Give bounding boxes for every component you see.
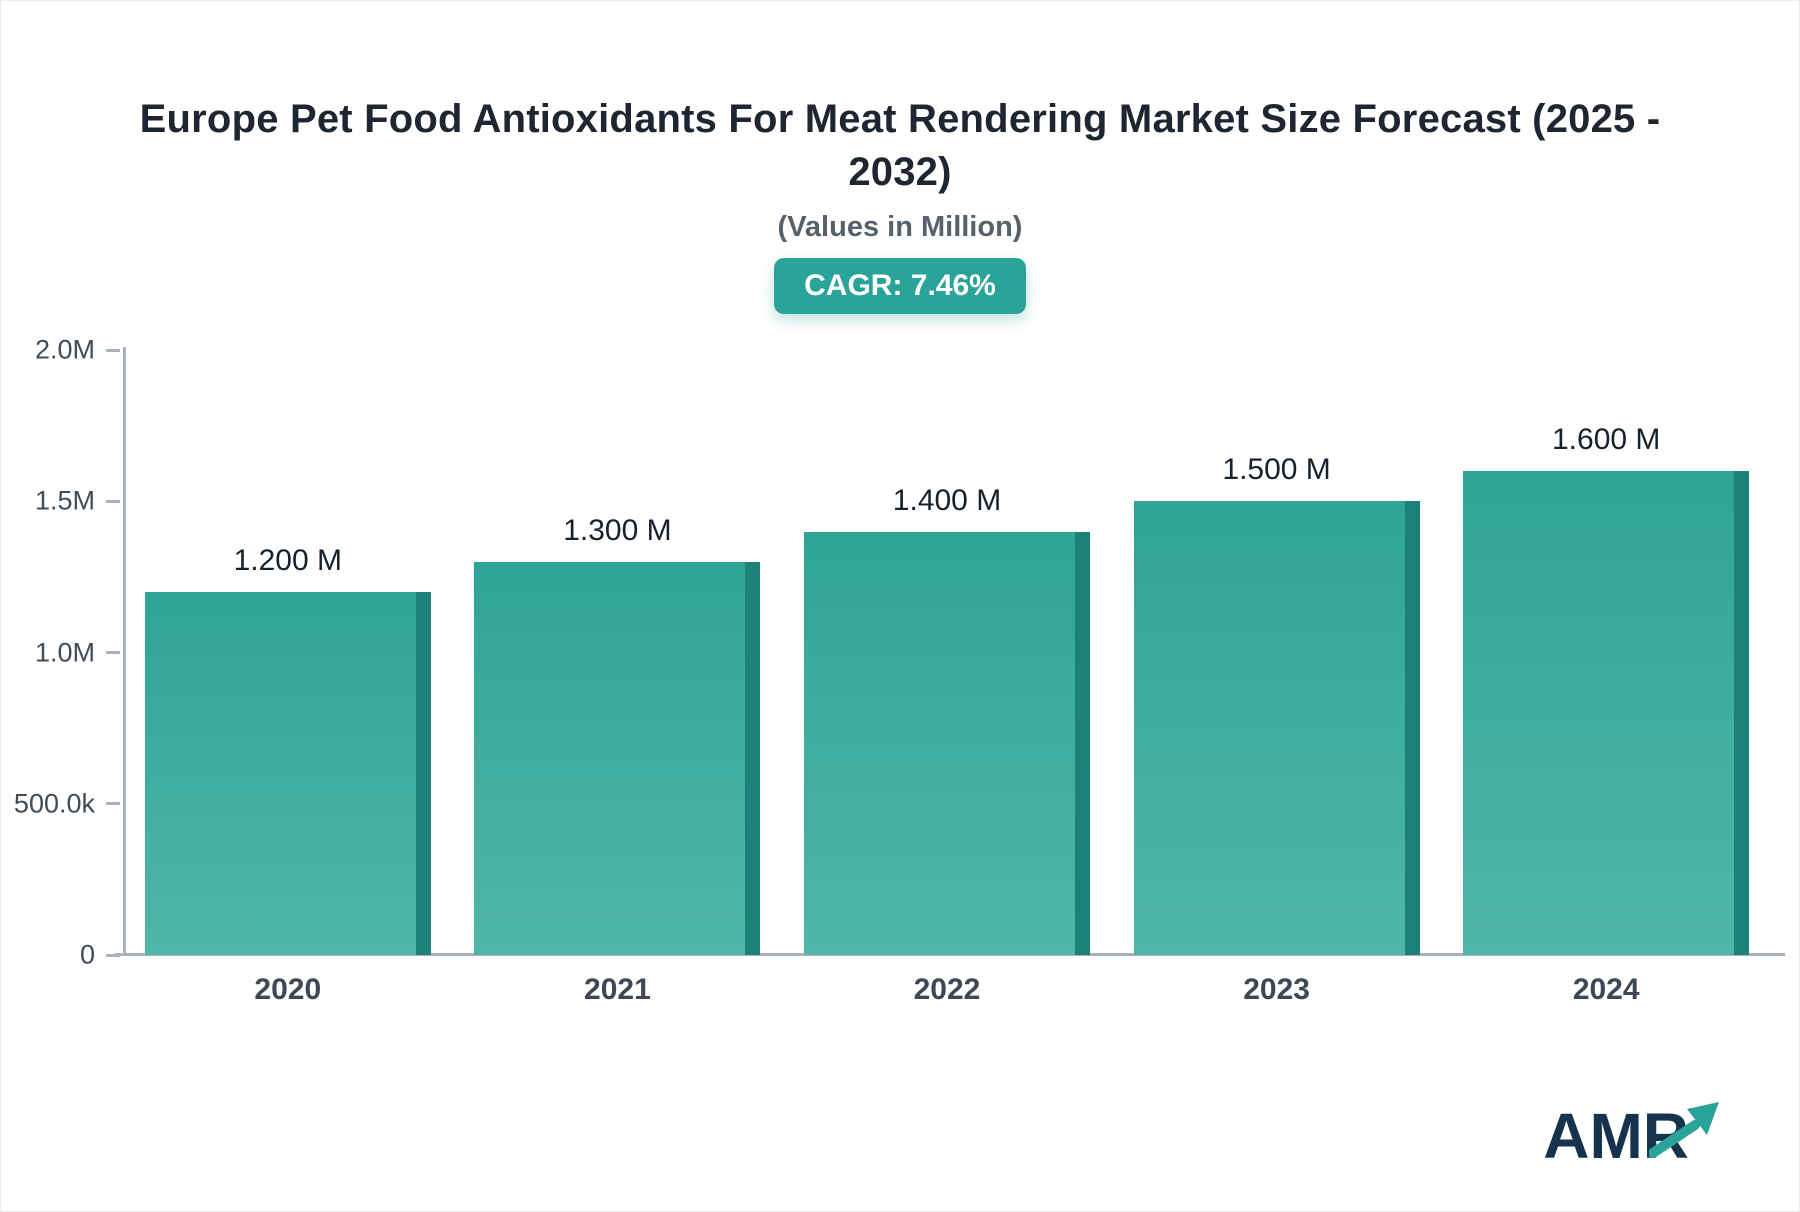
- y-tick-label: 1.5M: [34, 485, 95, 516]
- y-tick-label: 2.0M: [34, 334, 95, 365]
- bar[interactable]: [144, 592, 431, 955]
- y-tick-mark: [106, 348, 120, 352]
- y-tick-mark: [106, 953, 120, 957]
- amr-logo-text: AMR: [1543, 1100, 1689, 1172]
- chart-header: Europe Pet Food Antioxidants For Meat Re…: [1, 93, 1799, 314]
- bar-side-shade: [1734, 471, 1750, 955]
- y-tick-label: 1.0M: [34, 637, 95, 667]
- bar-side-shade: [1075, 531, 1090, 955]
- x-axis-labels: 2020 2021 2022 2023 2024: [123, 973, 1771, 1015]
- x-axis-label: 2024: [1572, 973, 1640, 1006]
- bar-value-label: 1.200 M: [233, 544, 342, 577]
- bar-value-label: 1.600 M: [1551, 423, 1661, 456]
- amr-logo: AMR: [1543, 1099, 1723, 1173]
- bar[interactable]: [1463, 471, 1750, 955]
- bar-side-shade: [745, 561, 761, 955]
- bar-side-shade: [1404, 501, 1420, 955]
- y-tick-mark: [106, 802, 120, 806]
- bar-side-shade: [415, 592, 431, 955]
- x-axis-label: 2021: [584, 973, 651, 1006]
- plot-area: 0 500.0k 1.0M 1.5M 2.0M 1.200 M 1.300 M 1.400 M…: [14, 335, 1771, 970]
- y-tick-label: 500.0k: [13, 788, 95, 819]
- bar-value-label: 1.400 M: [892, 483, 1002, 517]
- cagr-badge: CAGR: 7.46%: [774, 257, 1026, 314]
- y-axis-line: [123, 347, 126, 956]
- y-tick-mark: [106, 651, 120, 654]
- y-tick-mark: [106, 499, 120, 503]
- chart-title: Europe Pet Food Antioxidants For Meat Re…: [139, 97, 1661, 194]
- x-axis-label: 2020: [254, 973, 322, 1006]
- bar[interactable]: [804, 531, 1090, 955]
- logo-arrow-icon: [1649, 1102, 1719, 1158]
- bar[interactable]: [474, 561, 761, 955]
- bar-value-label: 1.300 M: [563, 513, 672, 547]
- y-tick-label: 0: [79, 939, 95, 970]
- bar[interactable]: [1133, 501, 1420, 955]
- x-axis-label: 2023: [1243, 973, 1310, 1006]
- x-axis-label: 2022: [913, 973, 981, 1006]
- bar-value-label: 1.500 M: [1222, 453, 1331, 487]
- chart-subtitle: (Values in Million): [777, 210, 1023, 243]
